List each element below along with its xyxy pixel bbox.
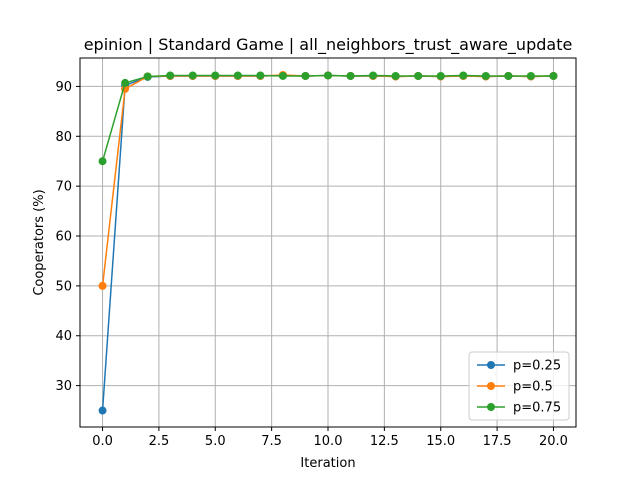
y-tick-label: 50 — [55, 279, 72, 294]
legend-entry: p=0.75 — [477, 401, 561, 416]
legend-marker — [487, 403, 495, 411]
legend-label: p=0.75 — [513, 401, 561, 416]
data-point — [391, 71, 400, 80]
legend: p=0.25 p=0.5 p=0.75 — [468, 351, 570, 421]
y-axis-label: Cooperators (%) — [32, 189, 47, 295]
data-point — [526, 71, 535, 80]
legend-box — [468, 351, 570, 421]
legend-label: p=0.25 — [513, 359, 561, 374]
x-tick-label: 15.0 — [426, 434, 455, 449]
legend-entry: p=0.5 — [477, 380, 553, 395]
data-point — [233, 71, 242, 80]
y-tick-label: 30 — [55, 379, 72, 394]
data-point — [549, 71, 558, 80]
y-tick-label: 90 — [55, 80, 72, 95]
x-tick-label: 7.5 — [261, 434, 282, 449]
legend-entry: p=0.25 — [477, 359, 561, 374]
data-point — [324, 71, 332, 80]
data-point — [98, 406, 107, 415]
data-point — [98, 281, 107, 290]
x-tick-label: 20.0 — [539, 434, 568, 449]
data-point — [121, 78, 130, 87]
data-point — [188, 71, 197, 80]
x-tick-label: 0.0 — [92, 434, 113, 449]
x-axis-label: Iteration — [300, 456, 355, 471]
data-point — [504, 71, 513, 80]
legend-marker — [487, 361, 495, 369]
series-p-0-75 — [98, 71, 558, 166]
x-tick-label: 12.5 — [370, 434, 399, 449]
data-point — [256, 71, 265, 80]
chart-title: epinion | Standard Game | all_neighbors_… — [84, 35, 573, 55]
data-point — [143, 72, 152, 81]
data-point — [436, 71, 445, 80]
data-point — [278, 71, 287, 80]
data-point — [301, 71, 310, 80]
series-group — [98, 70, 558, 415]
x-tick-label: 2.5 — [149, 434, 170, 449]
y-tick-label: 60 — [55, 230, 72, 245]
legend-marker — [487, 382, 495, 390]
data-point — [98, 157, 107, 166]
data-point — [481, 71, 490, 80]
y-tick-label: 80 — [55, 130, 72, 145]
y-tick-label: 70 — [55, 180, 72, 195]
x-tick-label: 10.0 — [314, 434, 343, 449]
x-tick-label: 17.5 — [483, 434, 512, 449]
y-tick-label: 40 — [55, 329, 72, 344]
data-point — [459, 71, 468, 80]
axis-ticks: 0.0 2.5 5.0 7.5 10.0 12.5 15.0 17.5 20.0 30 40 50 60… — [55, 80, 567, 449]
data-point — [414, 71, 423, 80]
x-tick-label: 5.0 — [205, 434, 226, 449]
data-point — [166, 71, 175, 80]
legend-label: p=0.5 — [513, 380, 553, 395]
data-point — [346, 71, 355, 80]
data-point — [211, 71, 220, 80]
data-point — [369, 71, 378, 80]
